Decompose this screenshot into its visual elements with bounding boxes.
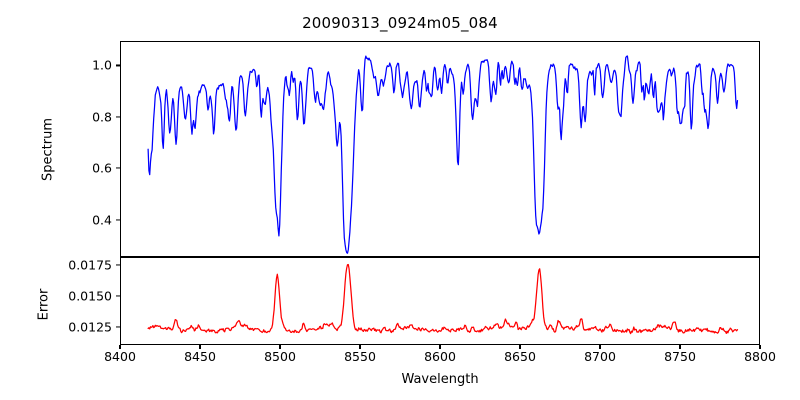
- x-tick-label: 8600: [424, 349, 456, 364]
- error-y-tick-label: 0.0175: [68, 257, 112, 273]
- x-tick-mark: [519, 345, 521, 349]
- x-tick-mark: [599, 345, 601, 349]
- x-tick-mark: [359, 345, 361, 349]
- x-tick-label: 8800: [744, 349, 776, 364]
- spectrum-y-tick-mark: [116, 116, 120, 118]
- x-tick-mark: [439, 345, 441, 349]
- x-tick-label: 8650: [504, 349, 536, 364]
- x-tick-label: 8450: [184, 349, 216, 364]
- spectrum-y-tick-label: 0.4: [92, 212, 112, 228]
- spectrum-y-axis-label: Spectrum: [40, 118, 56, 181]
- x-tick-label: 8400: [104, 349, 136, 364]
- x-tick-mark: [119, 345, 121, 349]
- spectrum-y-tick-mark: [116, 219, 120, 221]
- x-tick-label: 8700: [584, 349, 616, 364]
- x-tick-label: 8500: [264, 349, 296, 364]
- error-plot-area: [121, 258, 759, 344]
- error-y-tick-mark: [116, 295, 120, 297]
- error-panel: [120, 257, 760, 345]
- x-tick-label: 8550: [344, 349, 376, 364]
- spectrum-y-tick-mark: [116, 167, 120, 169]
- error-y-tick-label: 0.0125: [68, 319, 112, 335]
- x-tick-mark: [679, 345, 681, 349]
- spectrum-y-tick-label: 1.0: [92, 57, 112, 73]
- spectrum-panel: [120, 41, 760, 257]
- x-axis-label: Wavelength: [401, 372, 479, 387]
- figure-title: 20090313_0924m05_084: [302, 14, 498, 32]
- x-tick-label: 8750: [664, 349, 696, 364]
- error-y-tick-mark: [116, 264, 120, 266]
- x-tick-mark: [279, 345, 281, 349]
- error-y-tick-mark: [116, 326, 120, 328]
- x-tick-mark: [759, 345, 761, 349]
- x-tick-mark: [199, 345, 201, 349]
- spectrum-y-tick-mark: [116, 64, 120, 66]
- error-y-tick-label: 0.0150: [68, 288, 112, 304]
- spectrum-y-tick-label: 0.8: [92, 109, 112, 125]
- spectrum-y-tick-label: 0.6: [92, 160, 112, 176]
- spectrum-plot-area: [121, 42, 759, 256]
